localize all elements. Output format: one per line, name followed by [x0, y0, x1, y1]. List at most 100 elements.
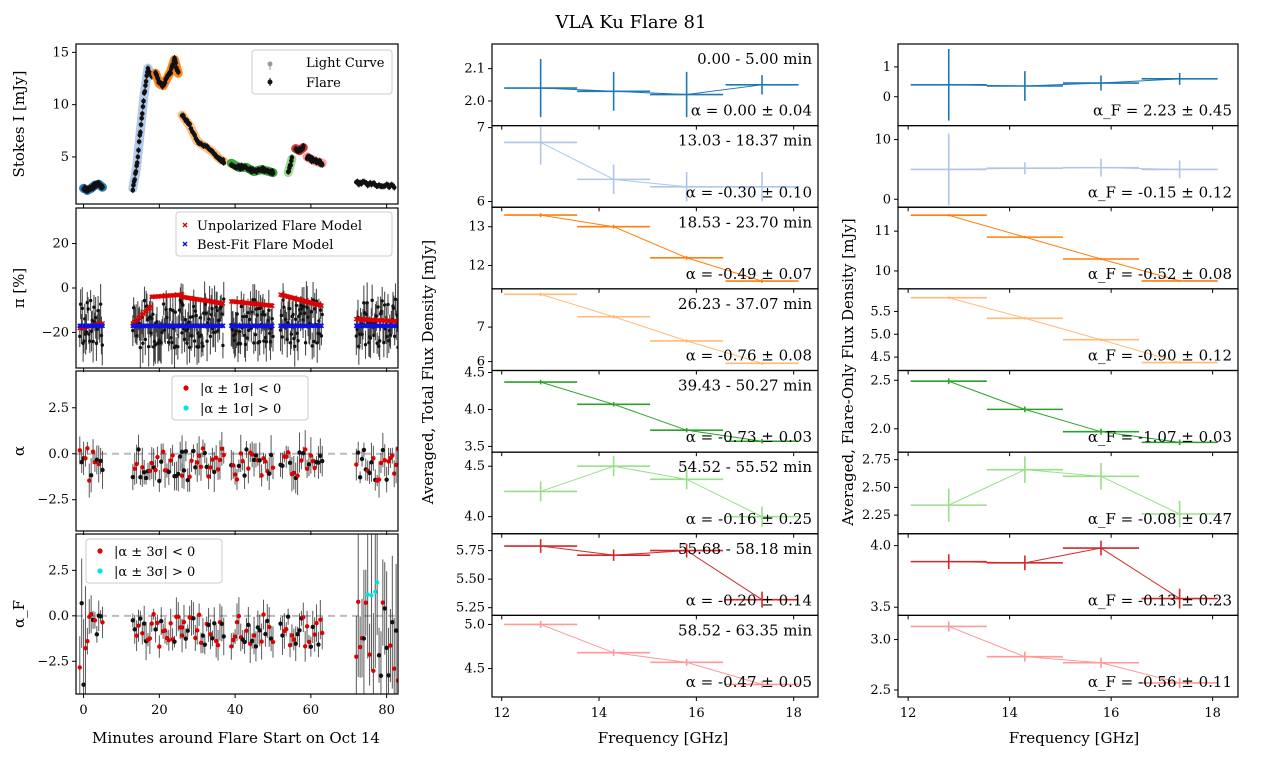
total-model-line	[540, 381, 763, 442]
total-alpha-label: α = -0.73 ± 0.03	[686, 428, 812, 446]
flare-only-panel-ytick-label: 2.0	[870, 422, 891, 437]
flare-only-panel-ytick-label: 2.5	[870, 683, 891, 698]
legend-marker-flare	[267, 79, 273, 85]
middle-xlabel: Frequency [GHz]	[598, 729, 729, 747]
alpha-f-point	[316, 642, 321, 647]
flare-only-plot-area	[910, 540, 1218, 609]
alpha-point	[189, 458, 194, 463]
legend-label-positive: |α ± 1σ| > 0	[200, 402, 281, 417]
alpha-point	[100, 467, 105, 473]
left-panel-ytick-label: 20	[52, 237, 69, 252]
pi-point	[141, 341, 145, 345]
pi-point	[380, 299, 384, 303]
time-range-label: 54.52 - 55.52 min	[678, 458, 812, 476]
alpha-point	[179, 473, 185, 478]
total-alpha-label: α = -0.76 ± 0.08	[686, 347, 812, 365]
alpha-point	[376, 477, 382, 482]
alpha-f-point	[232, 634, 238, 639]
alpha-point	[204, 464, 209, 470]
pi-point	[370, 298, 374, 303]
time-range-label: 13.03 - 18.37 min	[678, 132, 812, 150]
total-panel-ytick-label: 5.75	[456, 544, 485, 559]
total-panel-ytick-label: 4.5	[464, 459, 485, 474]
flare-only-panel-ytick-label: 10	[874, 264, 891, 279]
time-range-label: 0.00 - 5.00 min	[697, 50, 812, 68]
alpha-point	[263, 459, 268, 464]
flare-only-panel-ytick-label: 2.25	[862, 508, 891, 523]
light-curve-point	[391, 185, 397, 190]
alpha-point	[232, 472, 238, 477]
alpha-f-point	[153, 627, 158, 632]
total-panel-ytick-label: 2.0	[464, 94, 485, 109]
pi-point	[88, 339, 92, 343]
alpha-point	[280, 463, 285, 468]
flare-only-panel-ytick-label: 1	[883, 60, 891, 75]
left-panel-plot-area	[79, 55, 397, 195]
alpha-f-point	[354, 654, 359, 659]
alpha-point	[238, 451, 243, 456]
total-panel-xtick-label: 12	[493, 706, 510, 721]
alpha-f-point	[213, 638, 219, 644]
pi-point	[213, 330, 218, 334]
legend-marker-best-fit	[182, 241, 188, 247]
alpha-f-point	[81, 682, 86, 687]
pi-point	[80, 306, 84, 311]
total-panel-8: 4.5 5.0 12 14 16 18 58.52 - 63.35 min α = -0.47…	[464, 614, 819, 721]
best-fit-model-point	[99, 323, 106, 329]
alpha-f-point	[261, 612, 266, 617]
alpha-f-point	[270, 639, 276, 645]
pi-point	[131, 328, 135, 333]
alpha-point	[213, 455, 219, 460]
pi-point	[280, 335, 284, 339]
pi-point	[192, 339, 197, 343]
flare-only-model-line	[948, 625, 1180, 684]
legend-marker-positive	[183, 405, 189, 411]
time-range-label: 39.43 - 50.27 min	[678, 377, 812, 395]
left-panel-ytick-label: −2.5	[37, 493, 69, 508]
total-plot-area	[504, 213, 799, 283]
flare-only-model-line	[948, 469, 1180, 515]
alpha-f-point	[259, 639, 264, 644]
alpha-f-point	[242, 639, 247, 645]
left-panel-ylabel: π [%]	[10, 268, 28, 309]
alpha-f-point	[200, 633, 206, 638]
unpolarized-model-point	[269, 303, 275, 309]
pi-point	[386, 302, 390, 307]
total-panel-ytick-label: 4.5	[464, 662, 485, 677]
pi-point	[257, 340, 262, 344]
alpha-f-point	[179, 625, 185, 630]
alpha-point	[390, 453, 395, 458]
alpha-point	[359, 456, 365, 462]
pi-point	[238, 342, 243, 346]
pi-point	[182, 337, 187, 341]
pi-point	[376, 305, 380, 309]
pi-point	[215, 308, 219, 313]
flare-only-plot-area	[910, 378, 1218, 446]
alpha-f-point	[208, 632, 213, 637]
alpha-point	[249, 452, 255, 457]
pi-point	[170, 340, 174, 345]
alpha-f-point	[284, 627, 289, 632]
total-panel-ytick-label: 4.0	[464, 510, 485, 525]
alpha-f-point	[314, 620, 319, 626]
alpha-f-point	[181, 619, 187, 625]
time-range-label: 55.68 - 58.18 min	[678, 540, 812, 558]
alpha-point	[393, 462, 398, 468]
pi-point	[78, 334, 82, 339]
alpha-f-point	[219, 621, 225, 627]
alpha-f-point	[263, 631, 268, 637]
alpha-point	[138, 475, 143, 480]
alpha-point	[134, 461, 139, 467]
alpha-f-point	[392, 666, 397, 671]
alpha-f-point	[168, 621, 173, 626]
alpha-f-point	[85, 638, 90, 644]
flare-only-panel-ytick-label: 0	[883, 90, 891, 105]
flare-only-panel-ytick-label: 4.5	[870, 350, 891, 365]
total-panel-frame	[491, 614, 819, 698]
left-panel-ytick-label: 10	[52, 98, 69, 113]
total-alpha-label: α = -0.20 ± 0.14	[686, 591, 812, 609]
total-alpha-label: α = 0.00 ± 0.04	[691, 102, 812, 120]
total-panel-3: 12 13 18.53 - 23.70 min α = -0.49 ± 0.07	[468, 206, 819, 293]
alpha-point	[242, 473, 247, 478]
alpha-f-point	[287, 642, 293, 648]
